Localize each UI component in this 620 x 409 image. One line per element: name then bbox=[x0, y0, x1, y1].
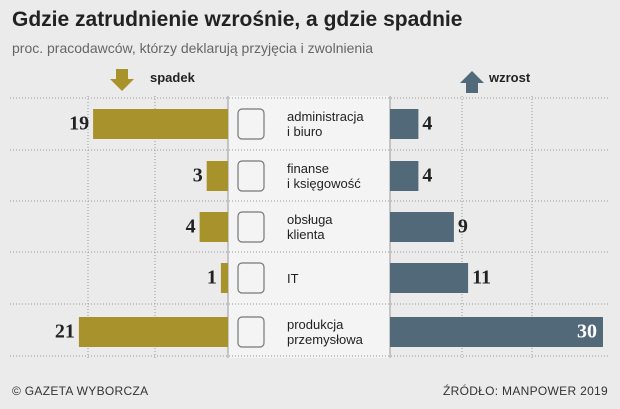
value-label: 11 bbox=[472, 267, 491, 289]
bar bbox=[390, 109, 419, 139]
value-label: 1 bbox=[207, 267, 217, 289]
value-label: 19 bbox=[69, 113, 89, 135]
category-label: produkcja przemysłowa bbox=[287, 317, 363, 347]
legend-label: spadek bbox=[150, 70, 195, 85]
chart-title: Gdzie zatrudnienie wzrośnie, a gdzie spa… bbox=[12, 8, 463, 31]
value-label: 4 bbox=[186, 216, 196, 238]
bar bbox=[220, 263, 228, 293]
category-icon bbox=[237, 316, 265, 348]
category-label: IT bbox=[287, 270, 299, 286]
legend-label: wzrost bbox=[489, 70, 531, 85]
category-icon bbox=[237, 211, 265, 243]
category-icon bbox=[237, 160, 265, 192]
category-label: finanse i księgowość bbox=[287, 161, 361, 191]
center-panel bbox=[228, 96, 390, 358]
value-label: 3 bbox=[193, 165, 203, 187]
bar bbox=[199, 212, 228, 242]
value-label: 30 bbox=[577, 321, 597, 343]
value-label: 21 bbox=[55, 321, 75, 343]
bar bbox=[78, 317, 229, 347]
bar bbox=[390, 161, 419, 191]
value-label: 4 bbox=[422, 165, 432, 187]
legend-arrow-down bbox=[110, 69, 134, 91]
bar bbox=[206, 161, 228, 191]
chart-subtitle: proc. pracodawców, którzy deklarują przy… bbox=[12, 40, 374, 56]
bar bbox=[390, 317, 603, 347]
legend-arrow-up bbox=[460, 71, 484, 93]
category-label: administracja i biuro bbox=[287, 109, 364, 139]
value-label: 4 bbox=[422, 113, 432, 135]
category-icon bbox=[237, 108, 265, 140]
value-label: 9 bbox=[458, 216, 468, 238]
category-icon bbox=[237, 262, 265, 294]
bar bbox=[390, 212, 454, 242]
bar bbox=[93, 109, 228, 139]
bar bbox=[390, 263, 469, 293]
category-label: obsługa klienta bbox=[287, 212, 333, 242]
credit: © GAZETA WYBORCZA bbox=[12, 384, 149, 398]
source: ŹRÓDŁO: MANPOWER 2019 bbox=[442, 384, 608, 398]
